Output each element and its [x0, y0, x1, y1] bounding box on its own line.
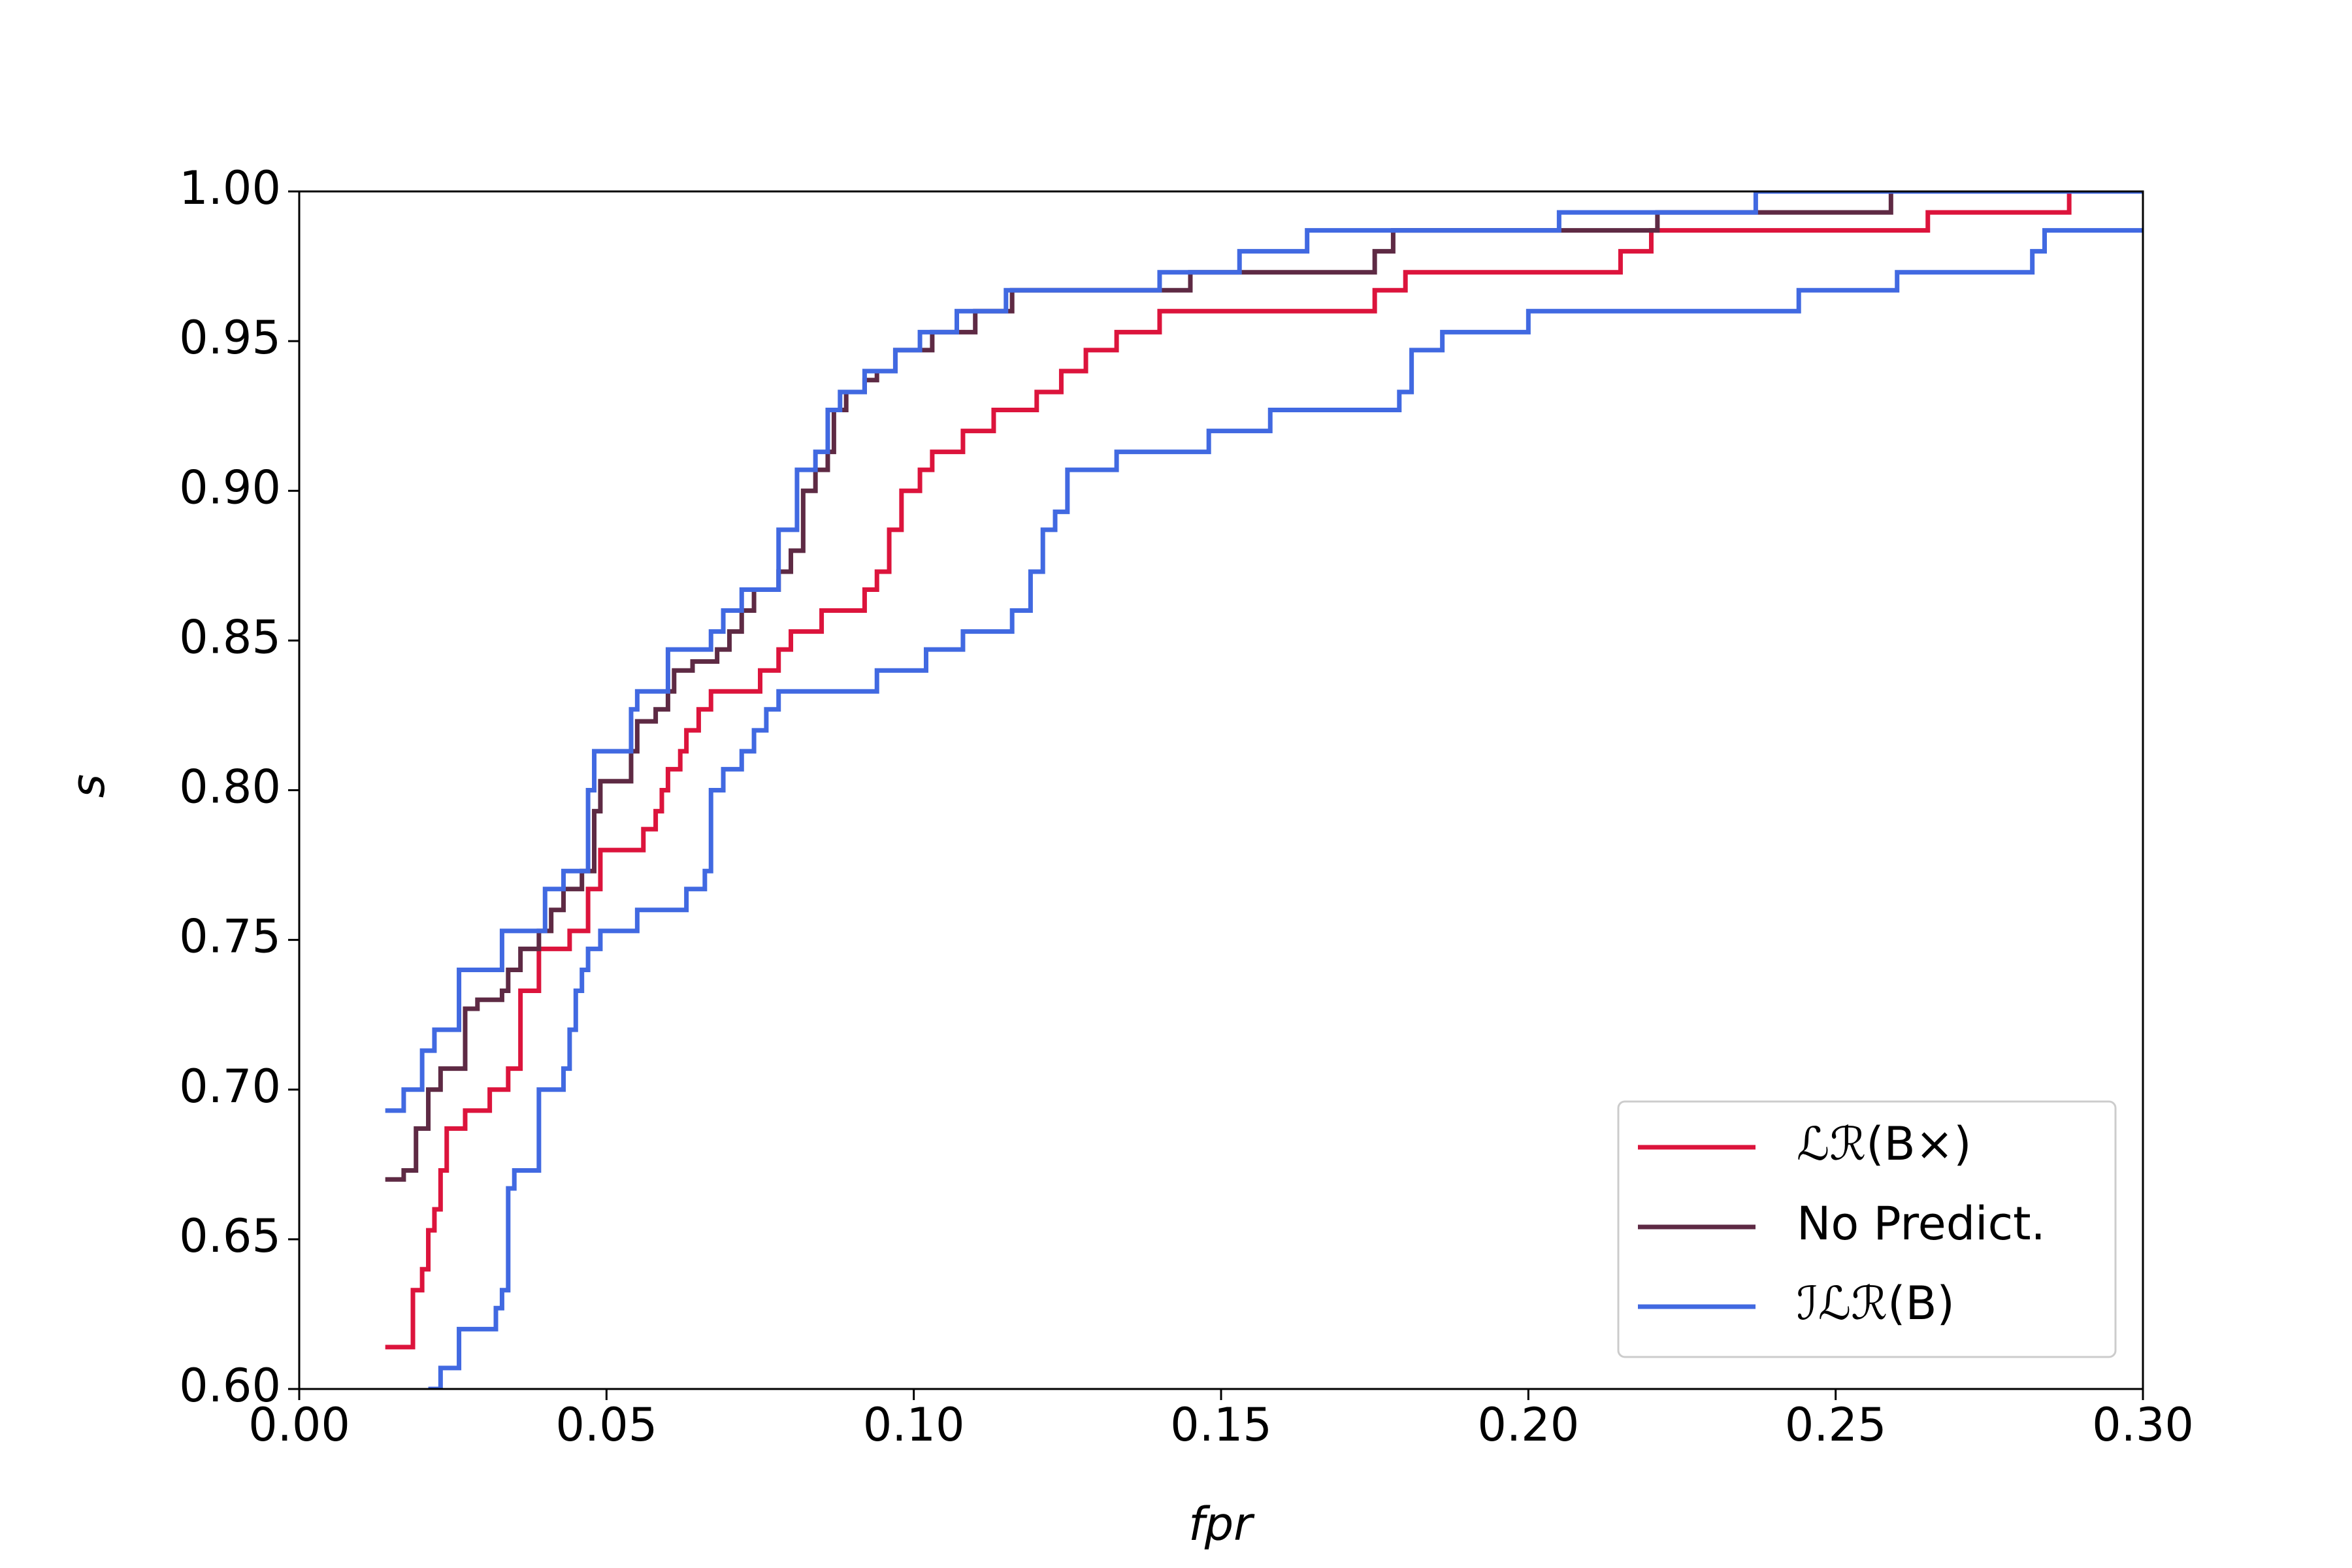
- series-line: [385, 191, 2143, 1182]
- x-tick-label: 0.05: [555, 1398, 657, 1452]
- legend-box: [1617, 1100, 2117, 1358]
- y-tick-label: 0.75: [179, 910, 281, 964]
- x-tick-label: 0.00: [248, 1398, 350, 1452]
- y-axis-label: s: [61, 774, 115, 798]
- x-tick-label: 0.30: [2092, 1398, 2194, 1452]
- x-tick-label: 0.10: [863, 1398, 965, 1452]
- series-line: [385, 191, 2143, 1113]
- series-line: [385, 191, 2143, 1350]
- legend-label: No Predict.: [1797, 1197, 2046, 1250]
- y-tick-label: 0.90: [179, 461, 281, 514]
- series-line: [428, 228, 2143, 1389]
- y-tick-label: 1.00: [179, 161, 281, 215]
- legend-label: ℐℒℛ(B): [1797, 1277, 1955, 1330]
- y-tick-label: 0.65: [179, 1209, 281, 1263]
- legend-label: ℒℛ(B×): [1797, 1117, 1972, 1171]
- x-tick-label: 0.25: [1785, 1398, 1887, 1452]
- x-axis-label: fpr: [1188, 1497, 1255, 1551]
- x-tick-label: 0.15: [1170, 1398, 1272, 1452]
- y-tick-label: 0.70: [179, 1060, 281, 1113]
- y-tick-label: 0.85: [179, 610, 281, 664]
- y-tick-label: 0.80: [179, 760, 281, 814]
- y-tick-label: 0.60: [179, 1359, 281, 1413]
- y-tick-label: 0.95: [179, 311, 281, 365]
- x-tick-label: 0.20: [1477, 1398, 1579, 1452]
